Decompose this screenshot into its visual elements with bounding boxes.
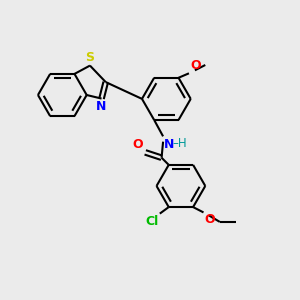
Text: S: S — [85, 51, 94, 64]
Text: O: O — [190, 59, 201, 72]
Text: –H: –H — [172, 137, 187, 150]
Text: O: O — [205, 213, 215, 226]
Text: N: N — [96, 100, 106, 113]
Text: N: N — [164, 137, 174, 151]
Text: O: O — [132, 138, 143, 151]
Text: Cl: Cl — [145, 215, 158, 228]
